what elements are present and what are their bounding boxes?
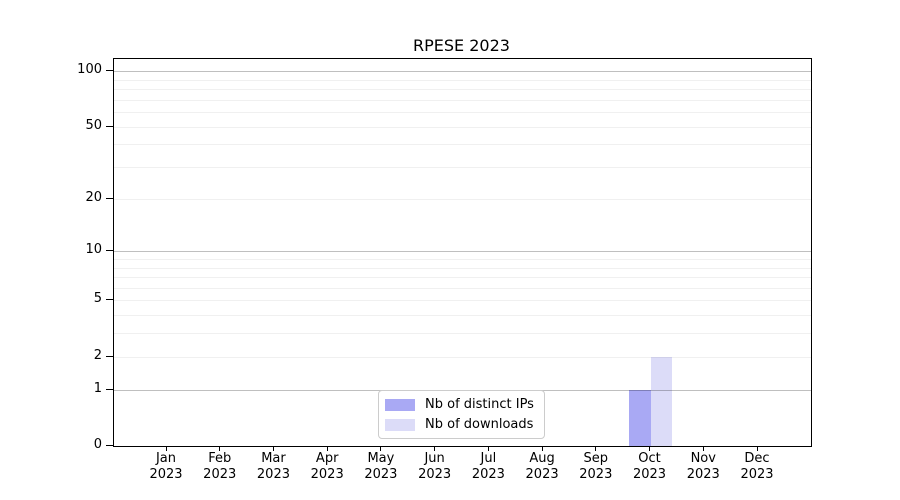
x-tick-label: Nov 2023 [686, 451, 720, 482]
x-axis-tick [756, 446, 758, 451]
gridline [114, 144, 811, 146]
y-tick-label: 50 [85, 117, 102, 133]
y-tick-label: 100 [77, 62, 102, 78]
plot-area [113, 58, 812, 447]
x-tick-label: Aug 2023 [525, 451, 559, 482]
x-axis-tick [487, 446, 489, 451]
bar-downloads [650, 356, 673, 446]
x-tick-label: Mar 2023 [256, 451, 290, 482]
x-axis-tick [326, 446, 328, 451]
legend-swatch [385, 418, 415, 431]
gridline [114, 89, 811, 91]
y-axis-tick [106, 299, 113, 301]
legend-label: Nb of downloads [425, 417, 534, 432]
y-axis-tick [106, 70, 113, 72]
x-axis-tick [434, 446, 436, 451]
x-axis-tick [702, 446, 704, 451]
x-tick-label: Apr 2023 [310, 451, 344, 482]
y-tick-label: 10 [85, 242, 102, 258]
x-axis-tick [272, 446, 274, 451]
x-axis-tick [165, 446, 167, 451]
gridline [114, 126, 811, 128]
gridline [114, 259, 811, 260]
x-tick-label: Feb 2023 [203, 451, 237, 482]
x-tick-label: May 2023 [364, 451, 398, 482]
bar-distinct-ips [629, 389, 651, 446]
legend: Nb of distinct IPs Nb of downloads [378, 390, 545, 439]
legend-row: Nb of distinct IPs [385, 396, 534, 413]
legend-swatch [385, 398, 415, 411]
gridline [114, 79, 811, 81]
x-axis-tick [380, 446, 382, 451]
x-axis-tick [219, 446, 221, 451]
y-axis-tick [106, 355, 113, 357]
gridline [114, 71, 811, 73]
y-axis-tick [106, 125, 113, 127]
gridline [114, 356, 811, 358]
gridline [114, 167, 811, 169]
chart-title: RPESE 2023 [413, 36, 510, 55]
gridline [114, 315, 811, 317]
x-tick-label: Jul 2023 [471, 451, 505, 482]
legend-row: Nb of downloads [385, 416, 534, 433]
gridline [114, 267, 811, 269]
gridline [114, 287, 811, 289]
gridline [114, 333, 811, 335]
x-axis-tick [595, 446, 597, 451]
y-axis-tick [106, 445, 113, 446]
x-tick-label: Jun 2023 [418, 451, 452, 482]
y-axis-tick [106, 250, 113, 252]
y-tick-label: 20 [85, 189, 102, 205]
gridline [114, 277, 811, 279]
x-tick-label: Sep 2023 [579, 451, 613, 482]
gridline [114, 99, 811, 101]
x-axis-tick [541, 446, 543, 451]
gridline [114, 251, 811, 253]
x-axis-tick [649, 446, 651, 451]
legend-label: Nb of distinct IPs [425, 397, 534, 412]
y-tick-label: 2 [93, 347, 102, 363]
x-tick-label: Jan 2023 [149, 451, 183, 482]
gridline [114, 198, 811, 200]
y-tick-label: 0 [93, 437, 102, 452]
x-tick-label: Oct 2023 [632, 451, 667, 482]
gridline [114, 300, 811, 302]
gridline [114, 112, 811, 114]
x-tick-label: Dec 2023 [740, 451, 774, 482]
y-tick-label: 5 [93, 291, 102, 307]
y-tick-label: 1 [93, 380, 102, 396]
y-axis-tick [106, 388, 113, 390]
y-axis-tick [106, 197, 113, 199]
